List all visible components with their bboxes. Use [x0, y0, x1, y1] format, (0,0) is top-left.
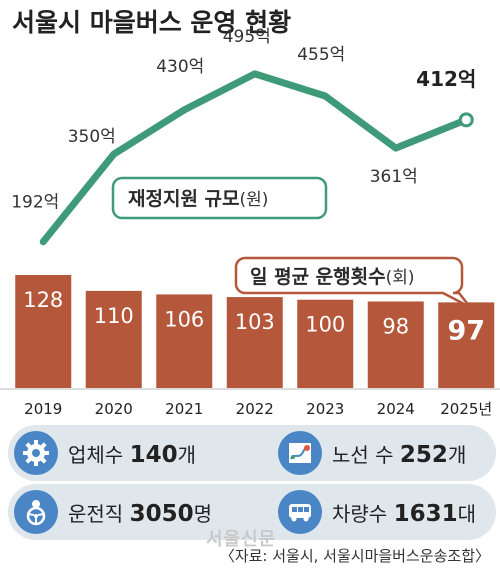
bar-2019 — [15, 275, 72, 388]
line-end-marker — [458, 112, 474, 128]
line-value-label: 412억 — [416, 67, 476, 91]
stats-row-1: 업체수 140개 노선 수 252개 — [8, 425, 496, 481]
gear-icon — [14, 431, 58, 475]
bar-2025년 — [438, 302, 495, 388]
bar-value-label: 97 — [447, 315, 485, 346]
stat-routes: 노선 수 252개 — [278, 425, 466, 481]
x-tick-label: 2024 — [377, 400, 415, 418]
stat-companies: 업체수 140개 — [14, 425, 196, 481]
x-tick-label: 2021 — [165, 400, 203, 418]
source-note: 〈자료: 서울시, 서울시마을버스운송조합〉 — [219, 547, 490, 565]
stat-drivers-unit: 명 — [193, 501, 212, 526]
bar-value-label: 128 — [23, 288, 63, 312]
stats-row-2: 운전직 3050명 차량수 1631대 — [8, 484, 496, 540]
line-value-label: 361억 — [370, 167, 418, 187]
bus-icon — [278, 490, 322, 534]
bar-series-callout: 일 평균 운행횟수(회) — [234, 256, 471, 309]
stat-vehicles-label: 차량수 — [332, 501, 394, 526]
bar-2024 — [367, 301, 424, 388]
x-tick-label: 2025년 — [440, 400, 492, 418]
x-tick-label: 2019 — [24, 400, 62, 418]
line-value-label: 495억 — [223, 27, 271, 47]
watermark: 서울신문 — [206, 529, 277, 550]
bar-value-label: 98 — [382, 314, 409, 338]
chart-title: 서울시 마을버스 운영 현황 — [12, 8, 291, 37]
line-series-callout: 재정지원 규모(원) — [111, 176, 328, 220]
bar-series: 128 110 106 103 100 98 97 — [0, 275, 500, 390]
line-value-label: 430억 — [156, 57, 204, 77]
stat-routes-label: 노선 수 — [332, 442, 400, 467]
stat-companies-value: 140 — [129, 441, 178, 468]
bar-series-unit: (회) — [386, 268, 415, 288]
x-tick-label: 2022 — [236, 400, 274, 418]
line-value-label: 192억 — [11, 193, 59, 213]
stats-panel: 업체수 140개 노선 수 252개 — [8, 421, 496, 542]
bar-2021 — [156, 294, 213, 388]
driver-steering-icon — [14, 490, 58, 534]
x-axis-baseline — [0, 388, 500, 390]
stat-vehicles-unit: 대 — [457, 501, 476, 526]
route-map-icon — [278, 431, 322, 475]
line-value-label: 455억 — [297, 45, 345, 65]
bar-value-label: 106 — [164, 307, 204, 331]
bar-2023 — [297, 299, 354, 388]
stat-routes-unit: 개 — [447, 442, 467, 467]
x-axis-labels: 2019 2020 2021 2022 2023 2024 2025년 — [24, 400, 492, 418]
bar-series-name: 일 평균 운행횟수 — [250, 266, 386, 288]
stat-routes-value: 252 — [399, 441, 448, 468]
stat-companies-label: 업체수 — [68, 442, 130, 467]
line-series-unit: (원) — [240, 190, 269, 210]
line-series: 192억 350억 430억 495억 455억 361억 412억 — [11, 27, 476, 246]
line-path — [39, 70, 470, 246]
stat-drivers-value: 3050 — [129, 500, 194, 527]
svg-text:일 평균 운행횟수(회): 일 평균 운행횟수(회) — [250, 266, 415, 288]
line-series-name: 재정지원 규모 — [128, 188, 240, 210]
stat-vehicles-value: 1631 — [393, 500, 458, 527]
x-tick-label: 2023 — [306, 400, 344, 418]
stat-vehicles: 차량수 1631대 — [278, 484, 476, 540]
bar-2020 — [85, 290, 142, 388]
stat-drivers-label: 운전직 — [68, 501, 130, 526]
bar-2022 — [226, 297, 283, 388]
bar-value-label: 100 — [305, 313, 345, 337]
bar-value-label: 103 — [235, 310, 275, 334]
x-tick-label: 2020 — [95, 400, 133, 418]
bar-value-label: 110 — [94, 304, 134, 328]
stat-drivers: 운전직 3050명 — [14, 484, 212, 540]
line-value-label: 350억 — [68, 127, 116, 147]
stat-companies-unit: 개 — [177, 442, 196, 467]
svg-text:재정지원 규모(원): 재정지원 규모(원) — [128, 188, 268, 210]
